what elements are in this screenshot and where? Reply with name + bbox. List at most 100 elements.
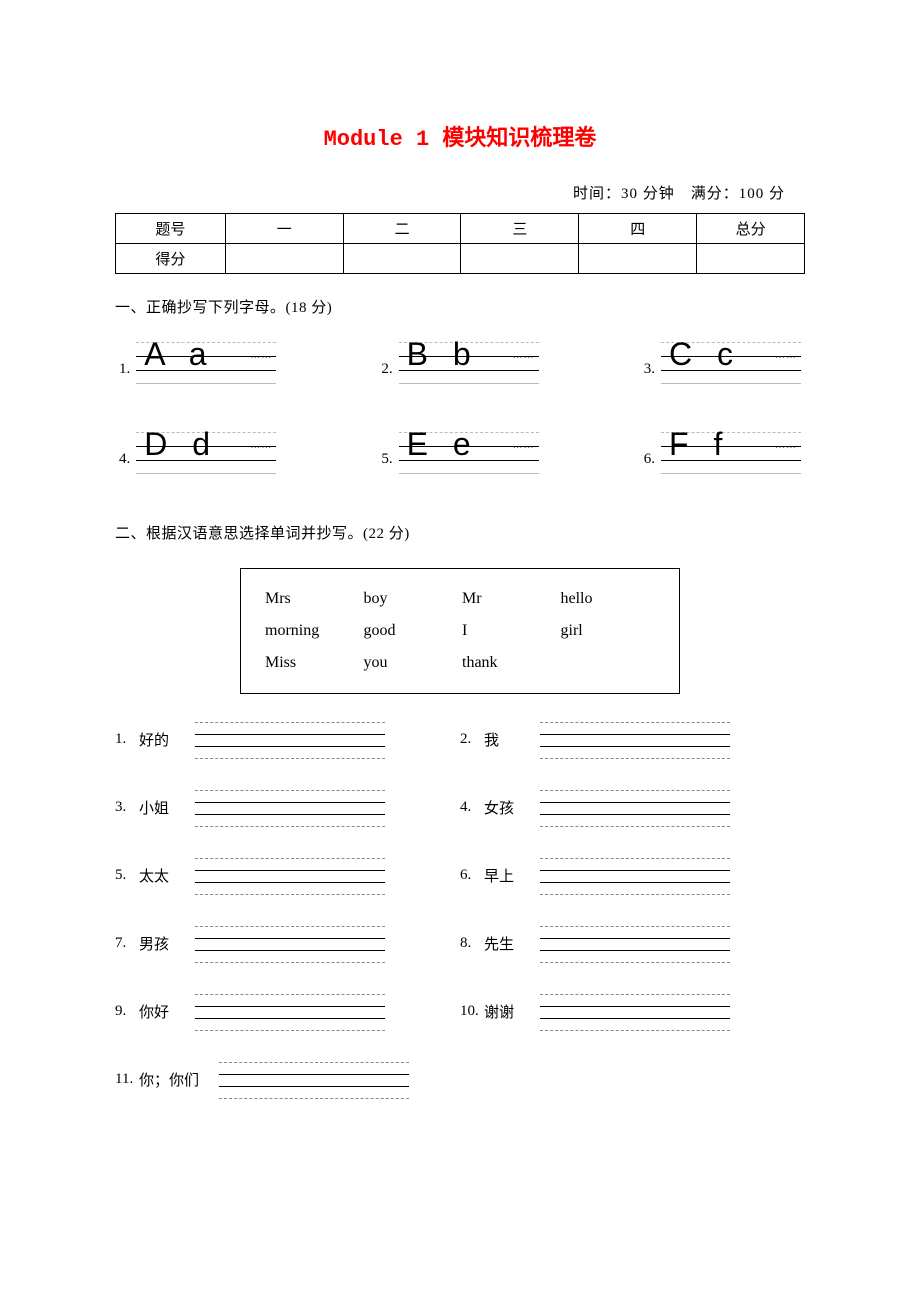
word: you — [364, 647, 463, 679]
score-cell[interactable] — [461, 244, 579, 274]
th: 题号 — [116, 214, 226, 244]
worksheet-page: Module 1 模块知识梳理卷 时间：30 分钟 满分：100 分 题号 一 … — [0, 0, 920, 1302]
item-label: 小姐 — [139, 797, 195, 818]
letter-item: 1. A a…… — [119, 342, 276, 384]
section-heading: 二、根据汉语意思选择单词并抄写。(22 分) — [115, 522, 805, 543]
write-line[interactable] — [540, 788, 730, 826]
score-cell[interactable] — [225, 244, 343, 274]
write-line[interactable] — [195, 856, 385, 894]
item-number: 2. — [460, 731, 484, 748]
item-number: 9. — [115, 1003, 139, 1020]
word: Miss — [265, 647, 364, 679]
question-item: 11.你；你们 — [115, 1060, 805, 1098]
item-number: 11. — [115, 1071, 139, 1088]
item-label: 女孩 — [484, 797, 540, 818]
word: hello — [561, 583, 660, 615]
item-number: 7. — [115, 935, 139, 952]
item-label: 先生 — [484, 933, 540, 954]
item-label: 谢谢 — [484, 1001, 540, 1022]
word-row: Mrs boy Mr hello — [265, 583, 659, 615]
score-table: 题号 一 二 三 四 总分 得分 — [115, 213, 805, 274]
word: girl — [561, 615, 660, 647]
th: 三 — [461, 214, 579, 244]
question-item: 4.女孩 — [460, 788, 805, 826]
item-number: 6. — [460, 867, 484, 884]
four-line-box[interactable]: D d…… — [136, 432, 276, 474]
item-label: 男孩 — [139, 933, 195, 954]
score-cell[interactable] — [343, 244, 461, 274]
item-label: 你；你们 — [139, 1069, 219, 1090]
dots-icon: …… — [775, 440, 797, 451]
write-line[interactable] — [540, 856, 730, 894]
write-line[interactable] — [195, 788, 385, 826]
word: morning — [265, 615, 364, 647]
item-number: 10. — [460, 1003, 484, 1020]
four-line-box[interactable]: C c…… — [661, 342, 801, 384]
item-number: 1. — [119, 361, 130, 384]
table-row: 得分 — [116, 244, 805, 274]
write-line[interactable] — [540, 924, 730, 962]
question-item: 6.早上 — [460, 856, 805, 894]
item-number: 3. — [644, 361, 655, 384]
question-item: 7.男孩 — [115, 924, 460, 962]
word-row: morning good I girl — [265, 615, 659, 647]
row-label: 得分 — [116, 244, 226, 274]
write-line[interactable] — [219, 1060, 409, 1098]
letter-display: D d — [144, 426, 218, 463]
question-item: 9.你好 — [115, 992, 460, 1030]
letter-item: 3. C c…… — [644, 342, 801, 384]
four-line-box[interactable]: B b…… — [399, 342, 539, 384]
write-line[interactable] — [195, 992, 385, 1030]
question-item: 10.谢谢 — [460, 992, 805, 1030]
letter-display: A a — [144, 336, 214, 373]
item-number: 3. — [115, 799, 139, 816]
question-item: 3.小姐 — [115, 788, 460, 826]
four-line-box[interactable]: A a…… — [136, 342, 276, 384]
question-item: 1.好的 — [115, 720, 460, 758]
item-label: 早上 — [484, 865, 540, 886]
write-line[interactable] — [540, 720, 730, 758]
dots-icon: …… — [513, 440, 535, 451]
th: 二 — [343, 214, 461, 244]
item-label: 我 — [484, 729, 540, 750]
item-number: 8. — [460, 935, 484, 952]
word — [561, 647, 660, 679]
table-row: 题号 一 二 三 四 总分 — [116, 214, 805, 244]
letter-row: 4. D d…… 5. E e…… 6. F f…… — [115, 432, 805, 474]
letter-item: 5. E e…… — [381, 432, 538, 474]
question-item: 5.太太 — [115, 856, 460, 894]
word-bank: Mrs boy Mr hello morning good I girl Mis… — [240, 568, 680, 694]
word: thank — [462, 647, 561, 679]
item-number: 5. — [115, 867, 139, 884]
time-score-meta: 时间：30 分钟 满分：100 分 — [115, 182, 805, 203]
item-label: 太太 — [139, 865, 195, 886]
four-line-box[interactable]: E e…… — [399, 432, 539, 474]
section-heading: 一、正确抄写下列字母。(18 分) — [115, 296, 805, 317]
item-number: 1. — [115, 731, 139, 748]
item-label: 好的 — [139, 729, 195, 750]
item-number: 4. — [119, 451, 130, 474]
item-number: 2. — [381, 361, 392, 384]
item-number: 4. — [460, 799, 484, 816]
write-line[interactable] — [195, 720, 385, 758]
dots-icon: …… — [250, 440, 272, 451]
write-line[interactable] — [540, 992, 730, 1030]
question-item: 8.先生 — [460, 924, 805, 962]
word: Mr — [462, 583, 561, 615]
th: 总分 — [697, 214, 805, 244]
letter-item: 6. F f…… — [644, 432, 801, 474]
letter-item: 2. B b…… — [381, 342, 538, 384]
th: 一 — [225, 214, 343, 244]
item-label: 你好 — [139, 1001, 195, 1022]
page-title: Module 1 模块知识梳理卷 — [115, 120, 805, 152]
score-cell[interactable] — [579, 244, 697, 274]
write-line[interactable] — [195, 924, 385, 962]
score-cell[interactable] — [697, 244, 805, 274]
question-grid: 1.好的 2.我 3.小姐 4.女孩 5.太太 6.早上 7.男孩 8.先生 9… — [115, 720, 805, 1128]
item-number: 5. — [381, 451, 392, 474]
four-line-box[interactable]: F f…… — [661, 432, 801, 474]
word: good — [364, 615, 463, 647]
letter-item: 4. D d…… — [119, 432, 276, 474]
word: Mrs — [265, 583, 364, 615]
word: boy — [364, 583, 463, 615]
